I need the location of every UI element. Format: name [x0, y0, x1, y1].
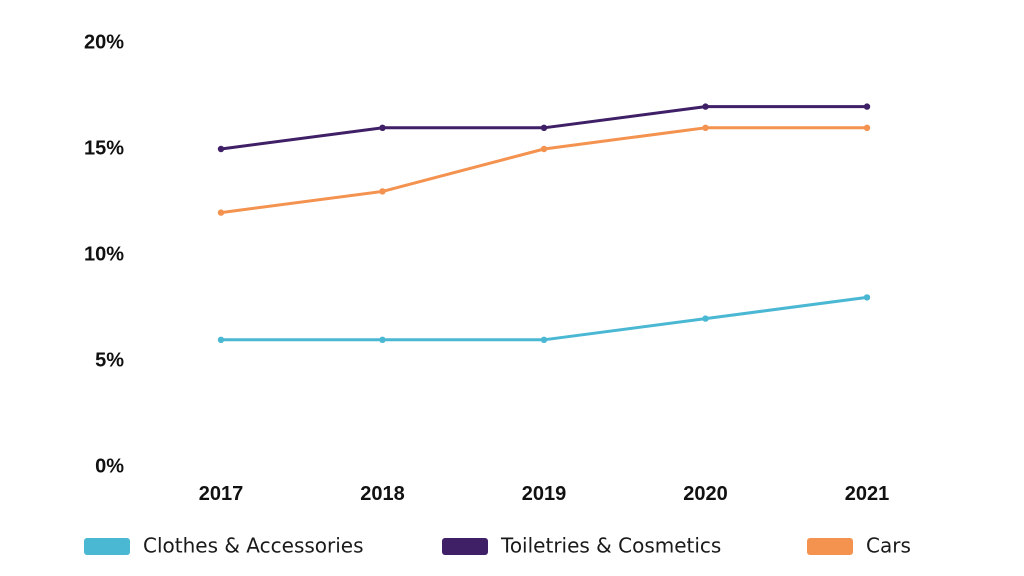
x-axis-tick-labels: 2017 2018 2019 2020 2021	[199, 483, 890, 505]
series-line	[219, 295, 869, 342]
legend-label: Cars	[866, 534, 911, 558]
legend-swatch	[807, 538, 853, 555]
x-tick-label: 2021	[845, 483, 890, 505]
series-clothes-accessories	[217, 294, 871, 343]
series-line	[219, 126, 869, 215]
legend-swatch	[84, 538, 130, 555]
data-point	[863, 294, 871, 301]
legend-item: Toiletries & Cosmetics	[442, 534, 721, 558]
legend-swatch	[442, 538, 488, 555]
y-tick-label: 5%	[95, 349, 124, 371]
y-tick-label: 0%	[95, 455, 124, 477]
legend-item: Cars	[807, 534, 911, 558]
data-point	[863, 103, 871, 110]
legend: Clothes & Accessories Toiletries & Cosmet…	[84, 534, 911, 558]
legend-label: Toiletries & Cosmetics	[500, 534, 721, 558]
x-tick-label: 2017	[199, 483, 244, 505]
data-point	[217, 145, 225, 153]
series-cars	[217, 124, 871, 216]
data-point	[217, 336, 225, 343]
data-point	[379, 124, 386, 131]
data-point	[379, 188, 386, 195]
x-tick-label: 2018	[360, 483, 405, 505]
y-axis-tick-labels: 0% 5% 10% 15% 20%	[84, 31, 124, 477]
series-layer	[217, 103, 871, 343]
data-point	[217, 209, 225, 216]
data-point	[540, 124, 548, 131]
legend-label: Clothes & Accessories	[143, 534, 364, 558]
data-point	[702, 315, 709, 322]
y-tick-label: 10%	[84, 243, 124, 265]
data-point	[702, 124, 709, 131]
y-tick-label: 20%	[84, 31, 124, 53]
x-tick-label: 2020	[683, 483, 728, 505]
series-toiletries-cosmetics	[217, 103, 871, 153]
data-point	[702, 103, 709, 110]
data-point	[540, 145, 548, 153]
data-point	[379, 336, 386, 343]
x-tick-label: 2019	[522, 483, 567, 505]
data-point	[863, 124, 871, 131]
data-point	[540, 336, 548, 343]
legend-item: Clothes & Accessories	[84, 534, 364, 558]
y-tick-label: 15%	[84, 137, 124, 159]
